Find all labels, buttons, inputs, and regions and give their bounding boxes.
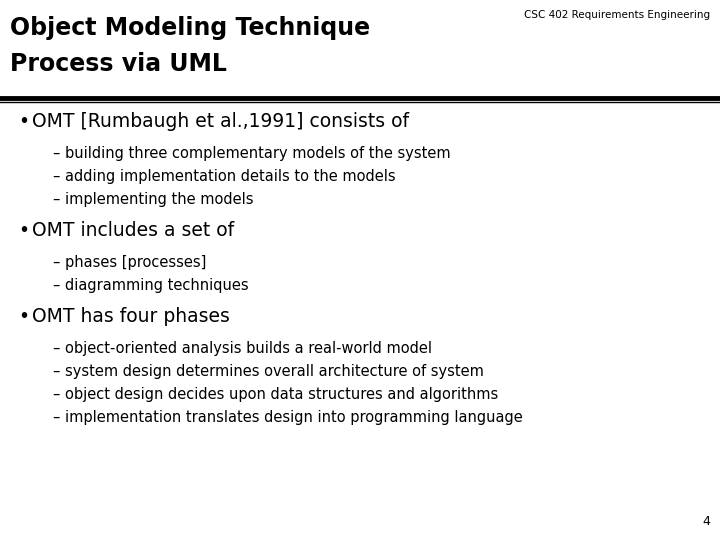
Text: –: –: [52, 364, 59, 379]
Text: Object Modeling Technique: Object Modeling Technique: [10, 16, 370, 40]
Text: object-oriented analysis builds a real-world model: object-oriented analysis builds a real-w…: [65, 341, 432, 356]
Text: –: –: [52, 387, 59, 402]
Text: •: •: [18, 221, 29, 240]
Text: –: –: [52, 410, 59, 425]
Text: implementation translates design into programming language: implementation translates design into pr…: [65, 410, 523, 425]
Text: implementing the models: implementing the models: [65, 192, 253, 207]
Text: system design determines overall architecture of system: system design determines overall archite…: [65, 364, 484, 379]
Text: building three complementary models of the system: building three complementary models of t…: [65, 146, 451, 161]
Text: diagramming techniques: diagramming techniques: [65, 278, 248, 293]
Text: –: –: [52, 255, 59, 270]
Text: phases [processes]: phases [processes]: [65, 255, 207, 270]
Text: object design decides upon data structures and algorithms: object design decides upon data structur…: [65, 387, 498, 402]
Text: –: –: [52, 341, 59, 356]
Text: CSC 402 Requirements Engineering: CSC 402 Requirements Engineering: [524, 10, 710, 20]
Text: OMT includes a set of: OMT includes a set of: [32, 221, 234, 240]
Text: –: –: [52, 169, 59, 184]
Text: OMT [Rumbaugh et al.,1991] consists of: OMT [Rumbaugh et al.,1991] consists of: [32, 112, 409, 131]
Text: –: –: [52, 192, 59, 207]
Text: •: •: [18, 112, 29, 131]
Text: •: •: [18, 307, 29, 326]
Text: 4: 4: [702, 515, 710, 528]
Text: –: –: [52, 278, 59, 293]
Text: –: –: [52, 146, 59, 161]
Text: Process via UML: Process via UML: [10, 52, 227, 76]
Text: adding implementation details to the models: adding implementation details to the mod…: [65, 169, 395, 184]
Text: OMT has four phases: OMT has four phases: [32, 307, 230, 326]
